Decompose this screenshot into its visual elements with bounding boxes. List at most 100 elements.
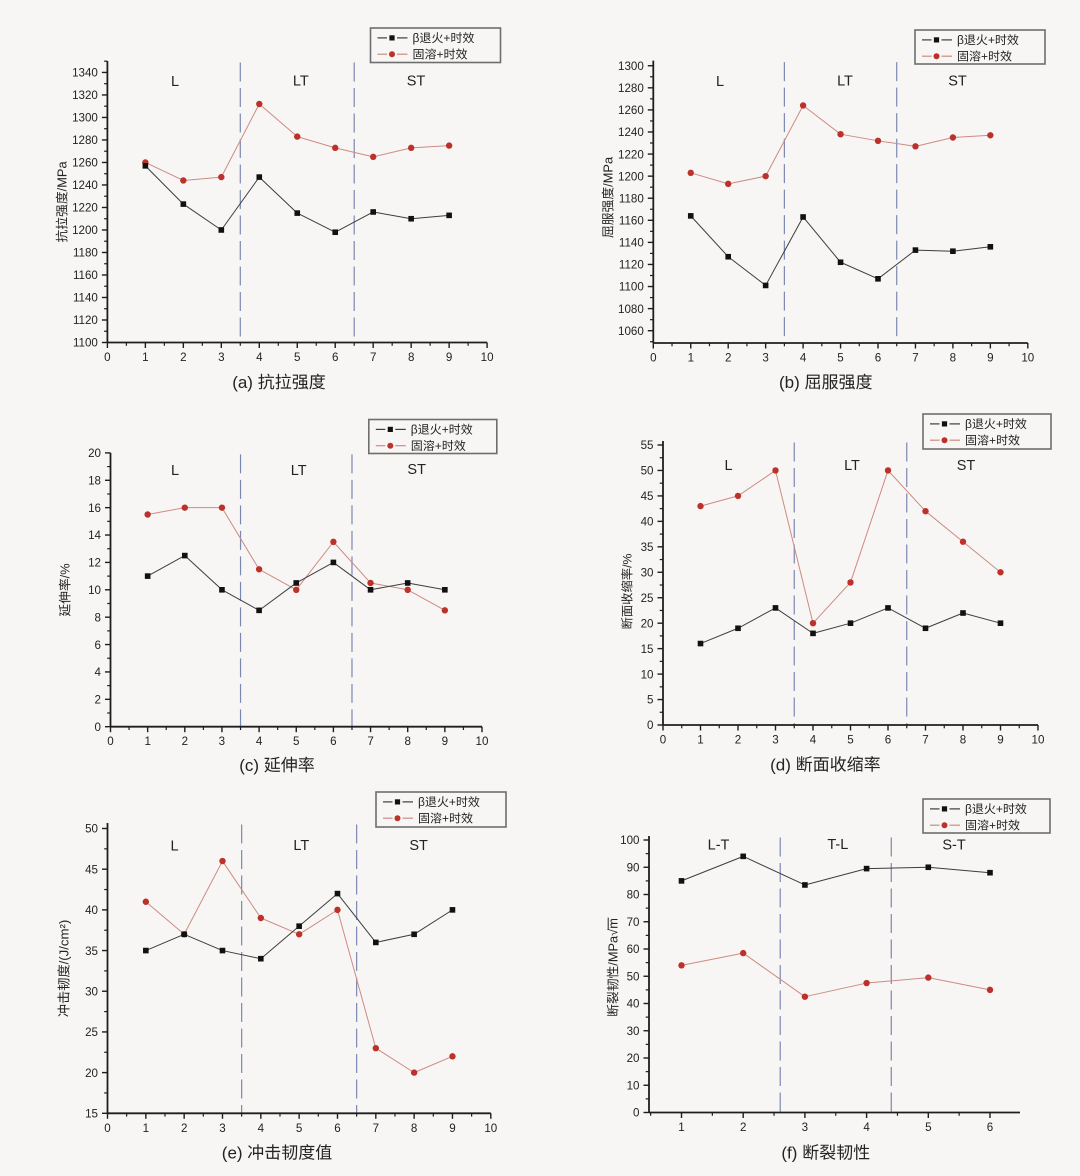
svg-text:45: 45 [641, 490, 654, 503]
svg-text:1140: 1140 [619, 237, 644, 250]
svg-text:4: 4 [256, 735, 263, 748]
svg-text:1140: 1140 [73, 292, 98, 305]
svg-text:LT: LT [291, 463, 307, 479]
svg-text:4: 4 [800, 352, 807, 365]
svg-text:6: 6 [987, 1121, 993, 1134]
svg-text:5: 5 [647, 694, 653, 707]
svg-text:/MPa: /MPa [55, 161, 70, 192]
svg-text:10: 10 [476, 735, 489, 748]
svg-text:30: 30 [85, 985, 98, 998]
svg-text:20: 20 [641, 617, 654, 630]
svg-text:ST: ST [407, 462, 426, 478]
svg-text:(a): (a) [232, 373, 253, 392]
svg-text:0: 0 [633, 1107, 639, 1120]
svg-text:β: β [965, 802, 972, 816]
svg-text:+: + [435, 439, 442, 453]
svg-text:16: 16 [88, 502, 101, 515]
svg-text:5: 5 [294, 351, 300, 364]
svg-text:8: 8 [960, 734, 966, 747]
svg-text:6: 6 [332, 351, 338, 364]
svg-text:1260: 1260 [72, 157, 98, 170]
svg-text:50: 50 [627, 971, 640, 984]
svg-text:/MPa: /MPa [601, 156, 616, 187]
svg-text:0: 0 [647, 719, 653, 732]
svg-text:7: 7 [922, 734, 928, 747]
svg-text:2: 2 [725, 352, 731, 365]
svg-text:18: 18 [88, 475, 101, 488]
svg-text:/MPa√m: /MPa√m [606, 918, 621, 966]
svg-text:8: 8 [411, 1122, 417, 1135]
svg-text:1: 1 [144, 735, 150, 748]
svg-text:10: 10 [1021, 352, 1034, 365]
svg-text:+: + [449, 795, 456, 809]
svg-text:2: 2 [180, 351, 186, 364]
svg-text:6: 6 [330, 735, 336, 748]
svg-text:70: 70 [627, 916, 640, 929]
svg-text:+: + [437, 48, 444, 62]
svg-text:10: 10 [484, 1122, 497, 1135]
svg-text:6: 6 [95, 639, 101, 652]
svg-text:45: 45 [85, 863, 98, 876]
svg-text:8: 8 [404, 735, 410, 748]
svg-text:4: 4 [258, 1122, 265, 1135]
svg-text:LT: LT [293, 838, 309, 854]
svg-text:0: 0 [104, 351, 110, 364]
svg-text:L: L [724, 458, 732, 474]
svg-text:/%: /% [621, 553, 635, 567]
svg-text:8: 8 [95, 611, 101, 624]
svg-text:0: 0 [107, 735, 113, 748]
svg-text:+: + [989, 819, 996, 833]
svg-text:ST: ST [409, 838, 428, 854]
svg-text:0: 0 [650, 352, 656, 365]
svg-text:1100: 1100 [619, 281, 644, 294]
svg-text:0: 0 [660, 734, 666, 747]
svg-text:1340: 1340 [72, 67, 98, 80]
svg-text:10: 10 [88, 584, 101, 597]
svg-text:3: 3 [802, 1121, 808, 1134]
svg-text:4: 4 [810, 734, 817, 747]
svg-text:(d): (d) [770, 755, 791, 774]
svg-text:1: 1 [142, 351, 148, 364]
svg-text:1080: 1080 [618, 303, 644, 316]
svg-text:+: + [989, 434, 996, 448]
svg-text:1220: 1220 [618, 148, 644, 161]
svg-text:30: 30 [641, 567, 654, 580]
svg-text:0: 0 [104, 1122, 110, 1135]
svg-text:1: 1 [697, 734, 703, 747]
svg-text:9: 9 [987, 352, 993, 365]
svg-text:3: 3 [219, 735, 225, 748]
svg-text:3: 3 [772, 734, 778, 747]
svg-text:4: 4 [256, 351, 263, 364]
svg-text:4: 4 [95, 666, 102, 679]
svg-text:1280: 1280 [618, 82, 644, 95]
svg-text:β: β [957, 33, 964, 47]
svg-text:7: 7 [373, 1122, 379, 1135]
svg-text:+: + [996, 417, 1003, 431]
svg-text:0: 0 [95, 721, 101, 734]
svg-text:5: 5 [837, 352, 843, 365]
svg-text:2: 2 [182, 735, 188, 748]
svg-text:9: 9 [997, 734, 1003, 747]
svg-text:+: + [996, 802, 1003, 816]
svg-text:20: 20 [85, 1067, 98, 1080]
svg-text:+: + [442, 423, 449, 437]
svg-text:60: 60 [627, 943, 640, 956]
svg-text:+: + [442, 812, 449, 826]
svg-text:35: 35 [85, 945, 98, 958]
svg-text:L-T: L-T [708, 838, 730, 854]
svg-text:10: 10 [641, 668, 654, 681]
svg-text:+: + [988, 33, 995, 47]
svg-text:ST: ST [407, 74, 426, 90]
svg-text:1200: 1200 [72, 224, 98, 237]
svg-text:14: 14 [88, 529, 101, 542]
svg-text:/%: /% [58, 563, 73, 578]
svg-text:50: 50 [85, 823, 98, 836]
svg-text:15: 15 [85, 1108, 98, 1121]
svg-text:25: 25 [85, 1026, 98, 1039]
svg-text:80: 80 [627, 889, 640, 902]
svg-text:50: 50 [641, 465, 654, 478]
svg-text:100: 100 [620, 834, 639, 847]
svg-text:3: 3 [218, 351, 224, 364]
svg-text:S-T: S-T [942, 838, 966, 854]
svg-text:L: L [171, 463, 179, 479]
